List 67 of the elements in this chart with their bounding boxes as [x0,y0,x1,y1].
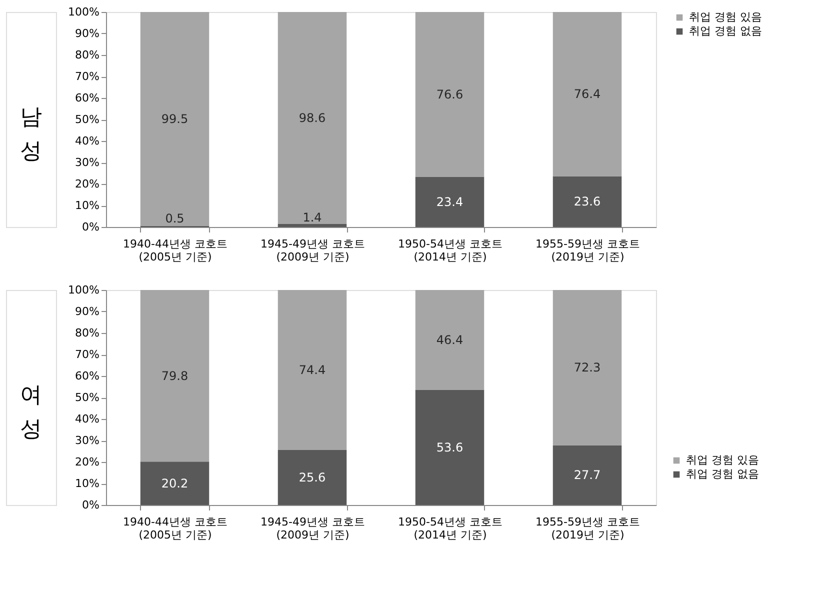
data-label: 72.3 [574,360,601,375]
data-label: 76.6 [436,87,464,102]
y-tick-label: 10% [75,199,100,212]
y-tick-label: 80% [75,326,100,340]
y-tick-label: 90% [75,305,100,318]
bar [552,445,622,505]
y-tick-label: 60% [75,92,100,104]
data-label: 23.6 [574,194,601,209]
bar [278,224,347,227]
y-tick-label: 80% [75,48,100,62]
legend-label: 취업 경험 있음 [689,10,762,24]
y-tick-label: 30% [75,156,100,169]
y-tick-label: 100% [68,284,100,296]
data-label: 76.4 [574,87,601,102]
bar [278,450,347,505]
y-tick-label: 0% [82,498,100,512]
data-label: 53.6 [436,440,464,454]
bar [552,176,622,227]
y-tick-label: 40% [75,134,100,148]
data-label: 74.4 [298,362,326,377]
y-tick-label: 50% [75,391,100,404]
data-label: 25.6 [298,470,326,484]
bar [415,290,484,390]
y-tick-label: 10% [75,477,100,490]
legend-label: 취업 경험 없음 [686,468,759,480]
y-tick-label: 50% [75,113,100,126]
y-tick-label: 70% [75,348,100,361]
data-label: 98.6 [298,110,326,125]
data-label: 1.4 [302,210,322,224]
bar [278,12,347,224]
bar [552,12,622,176]
x-tick-label: 1955-59년생 코호트 (2019년 기준) [536,516,640,542]
data-label: 23.4 [436,194,464,209]
data-label: 46.4 [436,332,464,347]
y-tick-label: 20% [75,456,100,468]
x-tick-label: 1955-59년생 코호트 (2019년 기준) [536,238,640,264]
bar [415,12,484,177]
x-tick-label: 1940-44년생 코호트 (2005년 기준) [123,516,228,542]
x-tick-label: 1950-54년생 코호트 (2014년 기준) [398,516,502,542]
bar [278,290,347,450]
data-label: 99.5 [161,112,188,126]
y-tick-label: 0% [82,220,100,234]
x-tick-label: 1945-49년생 코호트 (2009년 기준) [260,238,365,264]
text: 남성 [20,105,42,164]
y-tick-label: 30% [75,434,100,447]
legend-label: 취업 경험 있음 [686,454,759,466]
bar [552,290,622,446]
x-tick-label: 1945-49년생 코호트 (2009년 기준) [260,516,365,542]
y-tick-label: 100% [68,6,100,18]
y-tick-label: 40% [75,412,100,426]
x-tick-label: 1950-54년생 코호트 (2014년 기준) [398,238,502,264]
legend-label: 취업 경험 없음 [689,24,762,38]
bar [140,12,210,226]
x-tick-label: 1940-44년생 코호트 (2005년 기준) [123,238,228,264]
y-tick-label: 20% [75,178,100,190]
bar [415,176,484,227]
bar [415,390,484,505]
data-label: 20.2 [161,476,188,490]
data-label: 27.7 [574,468,601,482]
data-label: 0.5 [165,211,184,226]
data-label: 79.8 [161,368,188,383]
y-tick-label: 90% [75,27,100,40]
y-tick-label: 60% [75,370,100,382]
text: 여성 [20,383,42,442]
y-tick-label: 70% [75,70,100,83]
bar [140,290,210,462]
bar [140,462,210,505]
